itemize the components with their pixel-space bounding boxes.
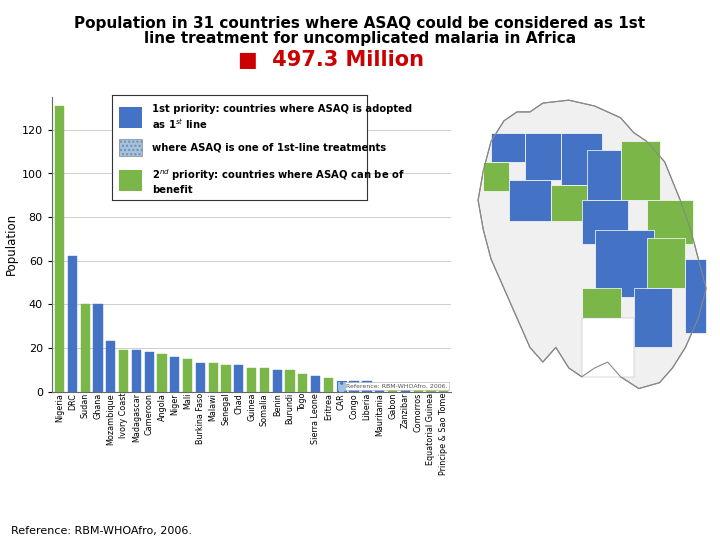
Bar xyxy=(234,366,243,392)
Bar xyxy=(94,305,102,391)
Text: Reference: RBM-WHOAfro, 2006.: Reference: RBM-WHOAfro, 2006. xyxy=(11,525,192,536)
Polygon shape xyxy=(478,100,706,389)
Bar xyxy=(375,385,384,392)
Bar xyxy=(120,139,143,156)
Bar xyxy=(426,390,436,392)
Bar xyxy=(170,356,179,392)
Bar xyxy=(81,305,90,391)
Bar xyxy=(145,352,154,392)
Text: 2$^{nd}$ priority: countries where ASAQ can be of
benefit: 2$^{nd}$ priority: countries where ASAQ … xyxy=(153,167,405,195)
Bar xyxy=(324,379,333,392)
Bar xyxy=(209,363,218,392)
Bar xyxy=(106,341,115,392)
Text: Reference: RBM-WHOAfro, 2006.: Reference: RBM-WHOAfro, 2006. xyxy=(346,383,447,389)
Polygon shape xyxy=(587,150,621,200)
Bar xyxy=(120,107,143,128)
Text: ■  497.3 Million: ■ 497.3 Million xyxy=(238,50,424,70)
Bar xyxy=(119,350,128,392)
Polygon shape xyxy=(647,200,693,244)
Bar xyxy=(388,387,397,392)
Bar xyxy=(273,370,282,392)
Text: Population in 31 countries where ASAQ could be considered as 1st: Population in 31 countries where ASAQ co… xyxy=(74,16,646,31)
Polygon shape xyxy=(582,318,634,377)
Polygon shape xyxy=(634,288,672,347)
Bar xyxy=(285,370,294,392)
Bar xyxy=(298,374,307,392)
Text: where ASAQ is one of 1st-line treatments: where ASAQ is one of 1st-line treatments xyxy=(153,142,387,152)
Bar xyxy=(68,256,77,392)
Bar xyxy=(349,381,359,392)
Y-axis label: Population: Population xyxy=(4,213,17,275)
Bar xyxy=(183,359,192,392)
Bar xyxy=(222,366,230,392)
Bar xyxy=(196,363,205,392)
Bar xyxy=(362,381,372,392)
Polygon shape xyxy=(509,180,551,221)
Polygon shape xyxy=(621,141,660,200)
Bar xyxy=(401,388,410,392)
Text: line treatment for uncomplicated malaria in Africa: line treatment for uncomplicated malaria… xyxy=(144,31,576,46)
Polygon shape xyxy=(595,230,654,298)
Polygon shape xyxy=(491,132,525,162)
Bar xyxy=(260,368,269,392)
Polygon shape xyxy=(551,186,587,221)
Bar xyxy=(120,170,143,191)
Bar xyxy=(132,350,141,392)
Polygon shape xyxy=(525,132,561,180)
Bar xyxy=(247,368,256,392)
Bar xyxy=(337,381,346,392)
Polygon shape xyxy=(647,239,685,288)
Polygon shape xyxy=(685,259,706,333)
Polygon shape xyxy=(483,162,509,191)
Bar xyxy=(311,376,320,392)
Polygon shape xyxy=(582,200,629,244)
Bar xyxy=(55,106,64,392)
Text: 1st priority: countries where ASAQ is adopted
as 1$^{st}$ line: 1st priority: countries where ASAQ is ad… xyxy=(153,104,413,131)
Bar xyxy=(158,354,166,392)
Polygon shape xyxy=(561,132,603,186)
Polygon shape xyxy=(582,288,621,333)
Bar xyxy=(413,389,423,392)
